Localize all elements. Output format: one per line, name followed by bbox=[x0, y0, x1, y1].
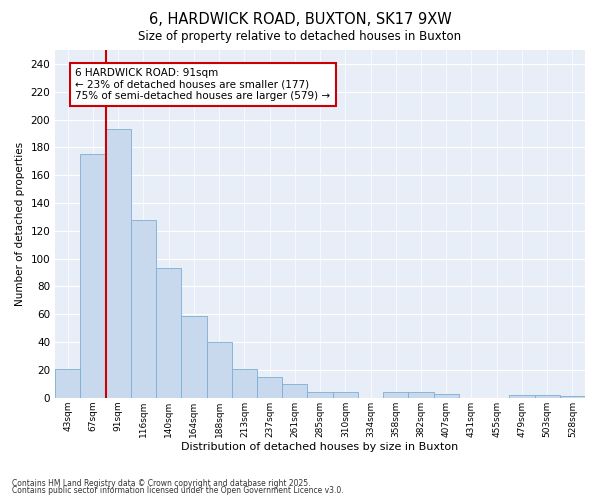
Bar bbox=[409, 392, 434, 398]
Bar bbox=[232, 368, 257, 398]
Text: 6, HARDWICK ROAD, BUXTON, SK17 9XW: 6, HARDWICK ROAD, BUXTON, SK17 9XW bbox=[149, 12, 451, 28]
Bar bbox=[106, 130, 131, 398]
X-axis label: Distribution of detached houses by size in Buxton: Distribution of detached houses by size … bbox=[181, 442, 459, 452]
Bar bbox=[434, 394, 459, 398]
Bar bbox=[535, 395, 560, 398]
Text: Contains public sector information licensed under the Open Government Licence v3: Contains public sector information licen… bbox=[12, 486, 344, 495]
Bar bbox=[560, 396, 585, 398]
Bar bbox=[257, 377, 282, 398]
Bar bbox=[206, 342, 232, 398]
Bar bbox=[383, 392, 409, 398]
Bar bbox=[307, 392, 332, 398]
Y-axis label: Number of detached properties: Number of detached properties bbox=[15, 142, 25, 306]
Bar bbox=[332, 392, 358, 398]
Bar bbox=[156, 268, 181, 398]
Bar bbox=[55, 368, 80, 398]
Bar bbox=[509, 395, 535, 398]
Text: 6 HARDWICK ROAD: 91sqm
← 23% of detached houses are smaller (177)
75% of semi-de: 6 HARDWICK ROAD: 91sqm ← 23% of detached… bbox=[76, 68, 331, 102]
Text: Contains HM Land Registry data © Crown copyright and database right 2025.: Contains HM Land Registry data © Crown c… bbox=[12, 478, 311, 488]
Bar bbox=[80, 154, 106, 398]
Text: Size of property relative to detached houses in Buxton: Size of property relative to detached ho… bbox=[139, 30, 461, 43]
Bar bbox=[282, 384, 307, 398]
Bar bbox=[181, 316, 206, 398]
Bar bbox=[131, 220, 156, 398]
